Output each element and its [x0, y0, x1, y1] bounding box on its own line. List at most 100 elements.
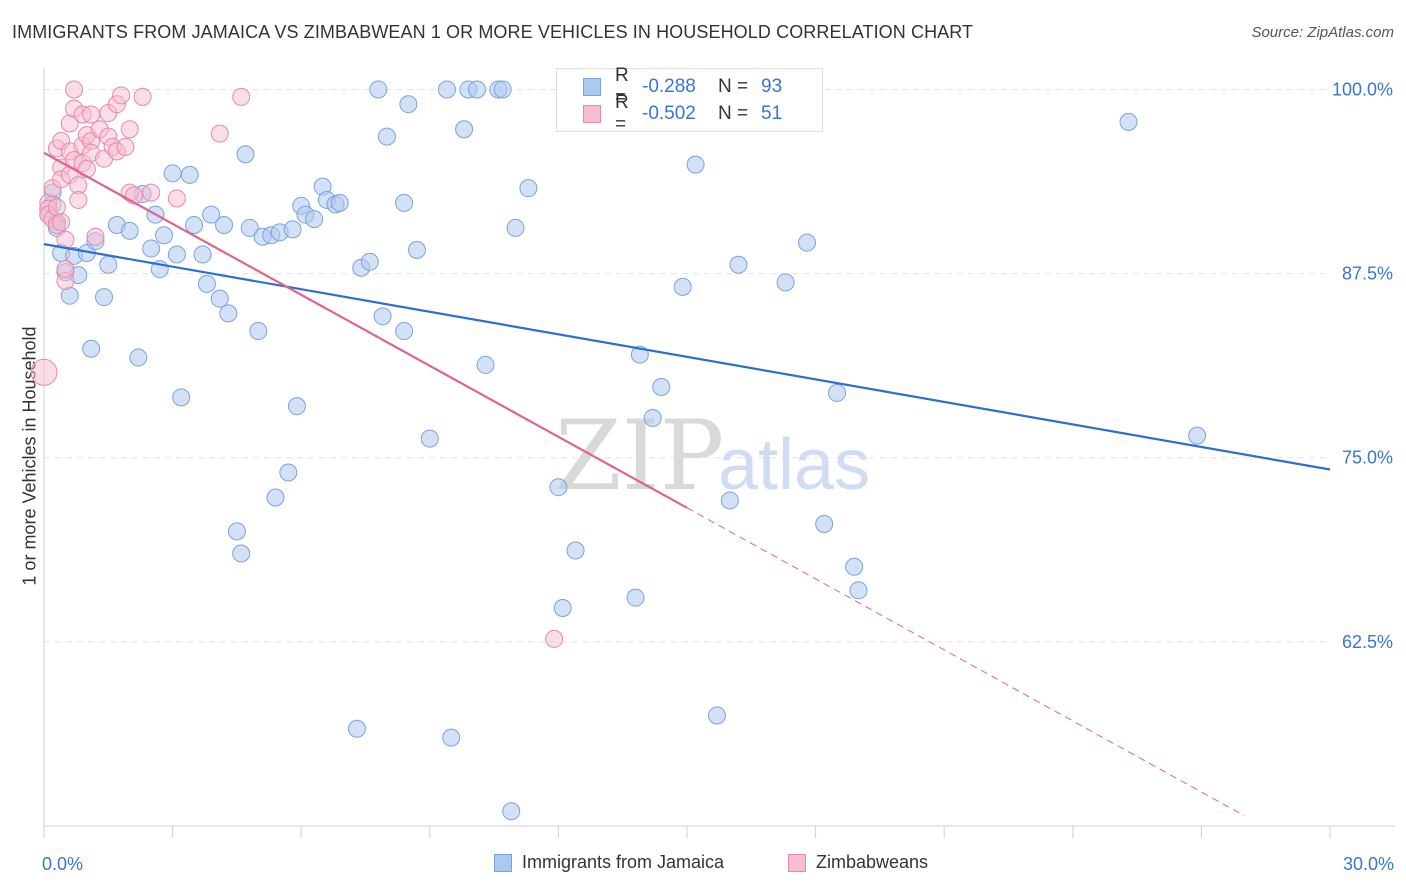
point-zimbabwe	[232, 87, 251, 106]
y-tick-label: 100.0%	[1332, 79, 1393, 99]
point-jamaica	[193, 245, 212, 264]
point-zimbabwe	[77, 160, 96, 179]
point-zimbabwe	[69, 190, 88, 209]
point-jamaica	[347, 719, 366, 738]
point-zimbabwe	[167, 189, 186, 208]
point-jamaica	[729, 255, 748, 274]
point-jamaica	[236, 145, 255, 164]
point-jamaica	[686, 155, 705, 174]
point-jamaica	[720, 491, 739, 510]
point-zimbabwe	[133, 87, 152, 106]
point-jamaica	[549, 478, 568, 497]
point-jamaica	[215, 215, 234, 234]
point-jamaica	[437, 80, 456, 99]
point-jamaica	[708, 706, 727, 725]
axes	[43, 68, 1395, 838]
point-zimbabwe	[116, 137, 135, 156]
watermark-atlas: atlas	[718, 425, 870, 505]
legend-n-value: 93	[761, 76, 783, 97]
point-jamaica	[373, 307, 392, 326]
trend-line-jamaica	[43, 243, 1331, 471]
point-zimbabwe	[52, 213, 71, 232]
point-jamaica	[287, 397, 306, 416]
point-jamaica	[566, 541, 585, 560]
point-zimbabwe	[120, 120, 139, 139]
bottom-legend-zimbabwe: Zimbabweans	[788, 852, 928, 873]
trend-line-zimbabwe-extension	[686, 507, 1245, 817]
point-jamaica	[476, 355, 495, 374]
point-jamaica	[849, 581, 868, 600]
legend-n-label: N =	[718, 103, 749, 124]
point-jamaica	[377, 127, 396, 146]
point-jamaica	[305, 210, 324, 229]
bottom-legend-swatch-jamaica	[494, 853, 512, 872]
point-zimbabwe	[112, 86, 131, 105]
point-jamaica	[467, 80, 486, 99]
point-zimbabwe	[30, 358, 58, 386]
point-jamaica	[142, 239, 161, 258]
point-jamaica	[399, 95, 418, 114]
point-jamaica	[167, 245, 186, 264]
point-jamaica	[219, 304, 238, 323]
point-jamaica	[798, 233, 817, 252]
bottom-legend-swatch-zimbabwe	[788, 853, 806, 872]
tick-labels: 100.0% 87.5% 75.0% 62.5% 0.0% 30.0%	[42, 79, 1394, 874]
point-zimbabwe	[82, 105, 101, 124]
point-zimbabwe	[545, 629, 564, 648]
point-jamaica	[395, 322, 414, 341]
point-jamaica	[420, 429, 439, 448]
point-jamaica	[283, 220, 302, 239]
point-jamaica	[626, 588, 645, 607]
trend-lines	[43, 151, 1331, 817]
x-tick-label: 30.0%	[1343, 854, 1394, 874]
y-tick-label: 62.5%	[1342, 632, 1393, 652]
legend-r-value: -0.502	[642, 103, 696, 124]
legend-row-jamaica: R = -0.288 N = 93	[557, 65, 783, 108]
point-jamaica	[360, 252, 379, 271]
x-tick-label: 0.0%	[42, 854, 83, 874]
chart-title: IMMIGRANTS FROM JAMAICA VS ZIMBABWEAN 1 …	[12, 22, 974, 42]
point-jamaica	[407, 241, 426, 260]
legend-n-label: N =	[718, 76, 749, 97]
point-jamaica	[95, 288, 114, 307]
point-zimbabwe	[86, 227, 105, 246]
point-zimbabwe	[210, 124, 229, 143]
point-jamaica	[1188, 426, 1207, 445]
point-jamaica	[227, 522, 246, 541]
point-jamaica	[395, 193, 414, 212]
source-label: Source: ZipAtlas.com	[1251, 24, 1394, 41]
legend-row-zimbabwe: R = -0.502 N = 51	[557, 92, 783, 135]
point-jamaica	[99, 255, 118, 274]
point-jamaica	[180, 165, 199, 184]
point-zimbabwe	[56, 230, 75, 249]
point-jamaica	[120, 221, 139, 240]
point-jamaica	[502, 802, 521, 821]
legend-n-value: 51	[761, 103, 783, 124]
legend-swatch-jamaica	[583, 78, 601, 96]
point-jamaica	[172, 388, 191, 407]
watermark: ZIP atlas	[555, 400, 870, 512]
stats-legend: R = -0.288 N = 93 R = -0.502 N = 51	[556, 65, 823, 135]
point-jamaica	[828, 383, 847, 402]
point-jamaica	[163, 164, 182, 183]
legend-r-value: -0.288	[642, 76, 696, 97]
point-zimbabwe	[65, 80, 84, 99]
y-tick-label: 75.0%	[1342, 448, 1393, 468]
data-points	[30, 80, 1207, 821]
point-jamaica	[673, 277, 692, 296]
point-jamaica	[652, 378, 671, 397]
point-jamaica	[442, 728, 461, 747]
legend-r-label: R =	[615, 65, 629, 108]
point-jamaica	[82, 339, 101, 358]
point-jamaica	[155, 226, 174, 245]
y-tick-label: 87.5%	[1342, 264, 1393, 284]
point-jamaica	[249, 322, 268, 341]
point-jamaica	[240, 218, 259, 237]
point-jamaica	[129, 348, 148, 367]
point-jamaica	[493, 80, 512, 99]
point-jamaica	[455, 120, 474, 139]
point-jamaica	[185, 215, 204, 234]
point-jamaica	[776, 273, 795, 292]
point-jamaica	[232, 544, 251, 563]
point-jamaica	[553, 598, 572, 617]
